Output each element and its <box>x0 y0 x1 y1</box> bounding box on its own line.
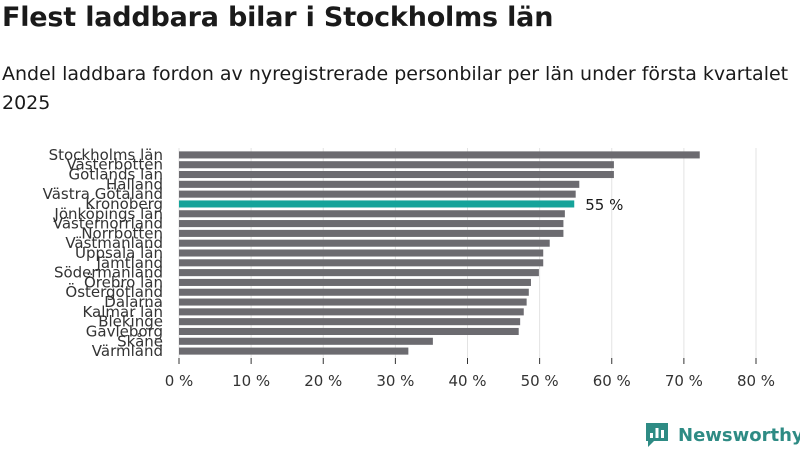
bar <box>179 151 700 159</box>
x-tick-label: 80 % <box>737 372 775 390</box>
bar <box>179 278 531 286</box>
bar <box>179 288 529 296</box>
x-tick-label: 10 % <box>232 372 270 390</box>
x-tick-label: 20 % <box>304 372 342 390</box>
bar <box>179 210 565 218</box>
bar <box>179 161 614 169</box>
x-tick-label: 0 % <box>165 372 194 390</box>
category-label: Skåne <box>117 332 163 350</box>
bar <box>179 298 527 306</box>
category-label: Dalarna <box>104 293 163 311</box>
category-label: Norrbotten <box>81 224 163 242</box>
x-tick-label: 40 % <box>448 372 486 390</box>
bar <box>179 190 576 198</box>
category-label: Stockholms län <box>49 146 163 164</box>
category-label: Halland <box>106 175 163 193</box>
category-label: Blekinge <box>98 313 163 331</box>
brand-logo: Newsworthy <box>644 420 800 450</box>
x-tick-label: 30 % <box>376 372 414 390</box>
bar <box>179 220 564 228</box>
bar <box>179 327 519 336</box>
highlight-data-label: 55 % <box>585 196 623 214</box>
category-label: Västra Götaland <box>43 185 163 203</box>
category-label: Östergötland <box>65 282 163 301</box>
category-label: Uppsala län <box>75 244 163 262</box>
category-label: Västernorrland <box>53 215 163 233</box>
bar <box>179 347 409 355</box>
x-tick-label: 50 % <box>521 372 559 390</box>
bar <box>179 249 544 257</box>
bar <box>179 170 614 179</box>
chart-subtitle: Andel laddbara fordon av nyregistrerade … <box>2 63 789 114</box>
category-label: Kronoberg <box>85 195 163 213</box>
bar <box>179 180 580 188</box>
bar-chart-logo-icon <box>646 423 668 447</box>
bar <box>179 229 564 237</box>
x-tick-label: 60 % <box>593 372 631 390</box>
bar <box>179 308 524 316</box>
bar <box>179 337 433 345</box>
bar <box>179 318 521 326</box>
category-label: Gävleborg <box>86 322 163 340</box>
category-label: Södermanland <box>54 264 163 282</box>
category-label: Jönköpings län <box>53 205 163 223</box>
category-label: Värmland <box>92 342 163 360</box>
category-label: Jämtland <box>96 254 164 272</box>
bar <box>179 200 575 208</box>
bar <box>179 269 539 277</box>
category-label: Västmanland <box>65 234 163 252</box>
category-label: Kalmar län <box>82 303 163 321</box>
category-label: Örebro län <box>84 272 163 291</box>
brand-name: Newsworthy <box>678 424 800 446</box>
chart-title: Flest laddbara bilar i Stockholms län <box>2 2 554 33</box>
bar <box>179 259 544 267</box>
category-label: Västerbotten <box>66 156 163 174</box>
x-tick-label: 70 % <box>665 372 703 390</box>
category-label: Gotlands län <box>68 166 163 184</box>
bar <box>179 239 550 247</box>
bar-chart: 0 % 10 % 20 % 30 % 40 % 50 % 60 % 70 % 80 % Stock… <box>43 146 775 390</box>
